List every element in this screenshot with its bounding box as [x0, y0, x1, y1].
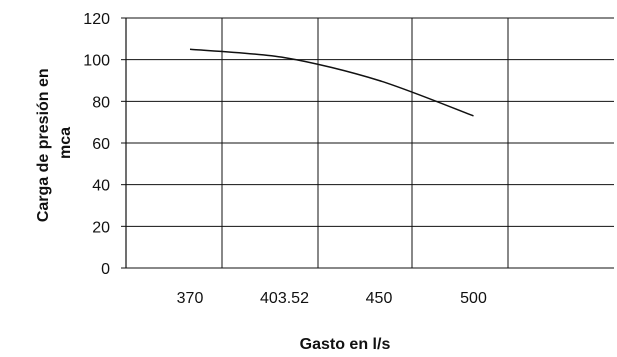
y-tick-label: 0: [101, 261, 110, 278]
y-tick-label: 40: [92, 178, 110, 195]
y-tick-label: 80: [92, 94, 110, 111]
y-axis-title-line-1: Carga de presión en: [35, 68, 52, 222]
y-tick-label: 60: [92, 136, 110, 153]
x-tick-label: 370: [177, 290, 204, 307]
y-ticks: 0 20 40 60 80 100 120: [83, 11, 110, 278]
x-ticks: 370 403.52 450 500: [177, 290, 487, 307]
x-axis-title: Gasto en l/s: [300, 336, 391, 353]
y-tick-label: 120: [83, 11, 110, 28]
x-tick-label: 403.52: [260, 290, 309, 307]
x-tick-label: 450: [366, 290, 393, 307]
series-line: [189, 48, 474, 117]
y-axis-title-line-2: mca: [57, 127, 74, 159]
y-tick-label: 100: [83, 53, 110, 70]
gridlines: [121, 17, 614, 269]
x-tick-label: 500: [460, 290, 487, 307]
y-axis-title: Carga de presión en mca: [35, 64, 74, 222]
y-tick-label: 20: [92, 219, 110, 236]
